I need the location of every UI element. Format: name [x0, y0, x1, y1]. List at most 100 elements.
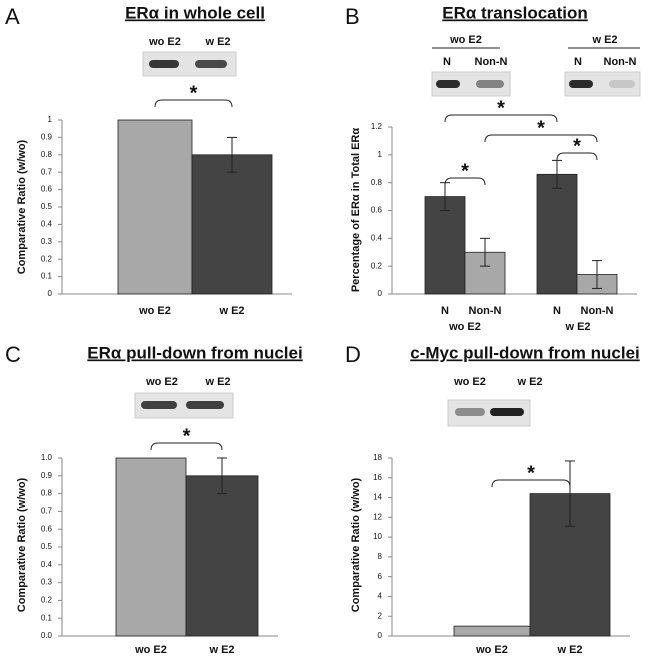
significance-bracket [444, 177, 486, 186]
y-tick-label: 0.6 [41, 524, 53, 533]
y-tick-label: 18 [373, 453, 382, 462]
y-tick-label: 0.8 [41, 489, 53, 498]
y-tick-label: 0.3 [41, 237, 53, 246]
blot-band [609, 80, 635, 88]
panel-letter: A [5, 4, 20, 29]
x-tick-label: N [553, 305, 561, 317]
bar [453, 625, 531, 637]
x-tick-label: wo E2 [475, 644, 508, 656]
significance-star: * [461, 160, 469, 182]
blot-band [195, 60, 227, 68]
blot-label: Non-N [475, 56, 508, 68]
y-tick-label: 14 [373, 493, 382, 502]
panel-letter: D [345, 342, 361, 367]
y-tick-label: 0.7 [41, 507, 53, 516]
significance-star: * [183, 425, 191, 447]
y-tick-label: 0.1 [41, 613, 53, 622]
significance-bracket [556, 152, 598, 161]
x-tick-label: Non-N [469, 305, 502, 317]
error-bar [480, 237, 490, 267]
blot-band [149, 60, 179, 68]
y-tick-label: 1.2 [371, 122, 383, 131]
blot-label: wo E2 [453, 376, 486, 388]
error-bar [592, 260, 602, 289]
significance-star: * [527, 462, 535, 484]
blot-group-label: w E2 [591, 34, 617, 46]
significance-bracket [154, 99, 233, 108]
y-tick-label: 12 [373, 512, 382, 521]
error-bar [552, 159, 562, 189]
error-bar [227, 136, 237, 173]
blot-label: N [574, 56, 582, 68]
bar [424, 196, 466, 295]
significance-bracket [444, 114, 558, 123]
x-tick-label: N [441, 305, 449, 317]
y-tick-label: 0.4 [371, 233, 383, 242]
y-tick-label: 0.2 [41, 596, 53, 605]
y-tick-label: 1 [48, 115, 53, 124]
significance-star: * [497, 97, 505, 119]
group-label: wo E2 [448, 321, 481, 333]
y-tick-label: 0 [378, 631, 383, 640]
y-tick-label: 0.5 [41, 202, 53, 211]
y-tick-label: 0.4 [41, 560, 53, 569]
y-tick-label: 0.6 [371, 206, 383, 215]
panel-title: ERα pull-down from nuclei [87, 343, 302, 362]
significance-star: * [190, 82, 198, 104]
y-tick-label: 2 [378, 611, 383, 620]
panel-title: ERα in whole cell [125, 3, 265, 22]
blot-label: w E2 [516, 376, 542, 388]
significance-bracket [484, 134, 598, 143]
y-tick-label: 6 [378, 572, 383, 581]
blot-label: wo E2 [148, 36, 181, 48]
blot-band [436, 80, 460, 88]
y-tick-label: 0.1 [41, 272, 53, 281]
y-tick-label: 0.2 [371, 261, 383, 270]
y-tick-label: 0.5 [41, 542, 53, 551]
bar [191, 154, 273, 295]
y-tick-label: 0.4 [41, 220, 53, 229]
y-tick-label: 0.7 [41, 167, 53, 176]
blot-label: w E2 [204, 36, 230, 48]
y-axis-label: Comparative Ratio (w/wo) [16, 139, 28, 274]
y-tick-label: 0.6 [41, 185, 53, 194]
y-axis-label: Comparative Ratio (w/wo) [350, 477, 362, 612]
blot-band [186, 401, 224, 409]
x-tick-label: w E2 [218, 305, 244, 317]
x-tick-label: w E2 [208, 644, 234, 656]
blot-label: w E2 [204, 376, 230, 388]
y-tick-label: 16 [373, 473, 382, 482]
group-label: w E2 [564, 321, 590, 333]
x-tick-label: wo E2 [138, 305, 171, 317]
blot-band [476, 80, 504, 88]
bar [115, 457, 187, 637]
panel-letter: C [5, 342, 21, 367]
blot-label: wo E2 [145, 376, 178, 388]
y-axis-label: Comparative Ratio (w/wo) [16, 477, 28, 612]
error-bar [217, 457, 227, 495]
significance-star: * [573, 135, 581, 157]
y-tick-label: 8 [378, 552, 383, 561]
significance-bracket [491, 479, 571, 488]
blot-band [141, 401, 177, 409]
y-tick-label: 1 [378, 150, 383, 159]
bar [185, 475, 259, 637]
blot-band [569, 80, 593, 88]
significance-bracket [150, 442, 223, 451]
y-tick-label: 0 [378, 289, 383, 298]
panel-title: ERα translocation [442, 3, 588, 22]
y-tick-label: 0.2 [41, 254, 53, 263]
blot-group-label: wo E2 [449, 34, 482, 46]
y-tick-label: 0.9 [41, 471, 53, 480]
y-tick-label: 1.0 [41, 453, 53, 462]
blot-label: Non-N [604, 56, 637, 68]
y-tick-label: 0.3 [41, 578, 53, 587]
y-tick-label: 0.8 [41, 150, 53, 159]
bar [536, 173, 578, 295]
x-tick-label: w E2 [556, 644, 582, 656]
blot-band [490, 408, 524, 416]
x-tick-label: wo E2 [134, 644, 167, 656]
blot-band [455, 408, 485, 416]
panel-letter: B [345, 4, 360, 29]
